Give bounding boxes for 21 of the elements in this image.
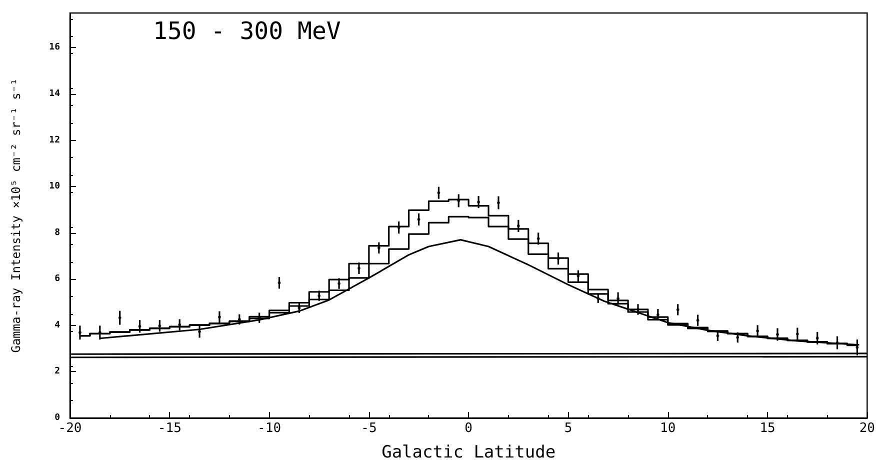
y-tick-label: 14	[49, 89, 61, 99]
y-tick-label: 2	[54, 366, 60, 377]
x-tick-label: -5	[361, 421, 377, 436]
x-tick-label: -10	[258, 421, 282, 436]
y-tick-label: 0	[54, 413, 60, 423]
y-axis-title: Gamma-ray Intensity ×10⁵ cm⁻² sr⁻¹ s⁻¹	[9, 78, 23, 353]
y-tick-label: 10	[49, 182, 60, 192]
y-tick-label: 8	[54, 228, 60, 238]
y-tick-label: 16	[49, 42, 60, 53]
y-tick-label: 6	[54, 274, 60, 284]
y-tick-label: 4	[54, 320, 61, 330]
x-tick-label: 20	[859, 421, 875, 436]
x-tick-label: 0	[464, 421, 472, 436]
x-tick-label: 10	[660, 421, 676, 436]
x-tick-label: 5	[564, 421, 572, 436]
x-tick-label: -15	[158, 421, 182, 436]
x-tick-label: 15	[760, 421, 776, 436]
chart-title: 150 - 300 MeV	[153, 17, 341, 45]
x-tick-label: -20	[58, 421, 82, 436]
y-tick-label: 12	[49, 135, 60, 146]
x-axis-title: Galactic Latitude	[382, 442, 556, 462]
